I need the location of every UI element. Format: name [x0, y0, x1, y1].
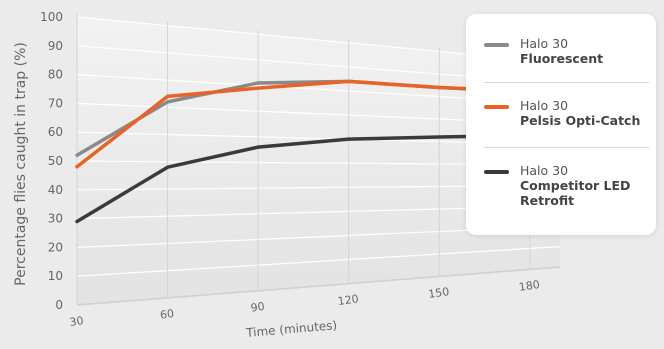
legend-label-line1: Halo 30 [520, 163, 569, 178]
y-tick-label: 100 [40, 10, 63, 24]
y-tick-label: 70 [48, 96, 63, 110]
legend-label-line2: Pelsis Opti-Catch [520, 113, 641, 128]
x-tick-label: 180 [518, 278, 541, 294]
series-line-2 [75, 133, 532, 224]
y-tick-label: 40 [48, 183, 63, 197]
legend-label-line2: Competitor LED Retrofit [520, 178, 631, 208]
legend-label-line1: Halo 30 [520, 98, 569, 113]
y-tick-label: 90 [48, 39, 63, 53]
y-tick-label: 60 [48, 125, 63, 139]
legend-swatch-competitor-led [484, 170, 509, 174]
x-tick-label: 120 [337, 292, 360, 308]
legend-divider [484, 147, 649, 148]
y-tick-label: 80 [48, 68, 63, 82]
x-tick-label: 60 [159, 307, 175, 322]
y-gridline [76, 266, 561, 306]
series-line-1 [75, 79, 532, 169]
y-axis-label: Percentage flies caught in trap (%) [13, 42, 29, 286]
x-tick-label: 150 [427, 285, 450, 301]
y-tick-label: 30 [48, 212, 63, 226]
y-tick-label: 0 [55, 298, 63, 312]
x-tick-label: 90 [250, 300, 266, 315]
y-tick-label: 20 [48, 240, 63, 254]
y-tick-label: 50 [48, 154, 63, 168]
legend-label-line1: Halo 30 [520, 36, 569, 51]
legend-label-line2: Fluorescent [520, 51, 604, 66]
legend-swatch-opti-catch [484, 105, 509, 109]
y-tick-label: 10 [48, 269, 63, 283]
y-gridline [76, 246, 561, 277]
x-axis-label: Time (minutes) [245, 318, 338, 340]
legend: Halo 30 Fluorescent Halo 30 Pelsis Opti-… [466, 14, 656, 235]
x-tick-label: 30 [69, 314, 85, 329]
legend-divider [484, 82, 649, 83]
legend-swatch-fluorescent [484, 43, 509, 47]
